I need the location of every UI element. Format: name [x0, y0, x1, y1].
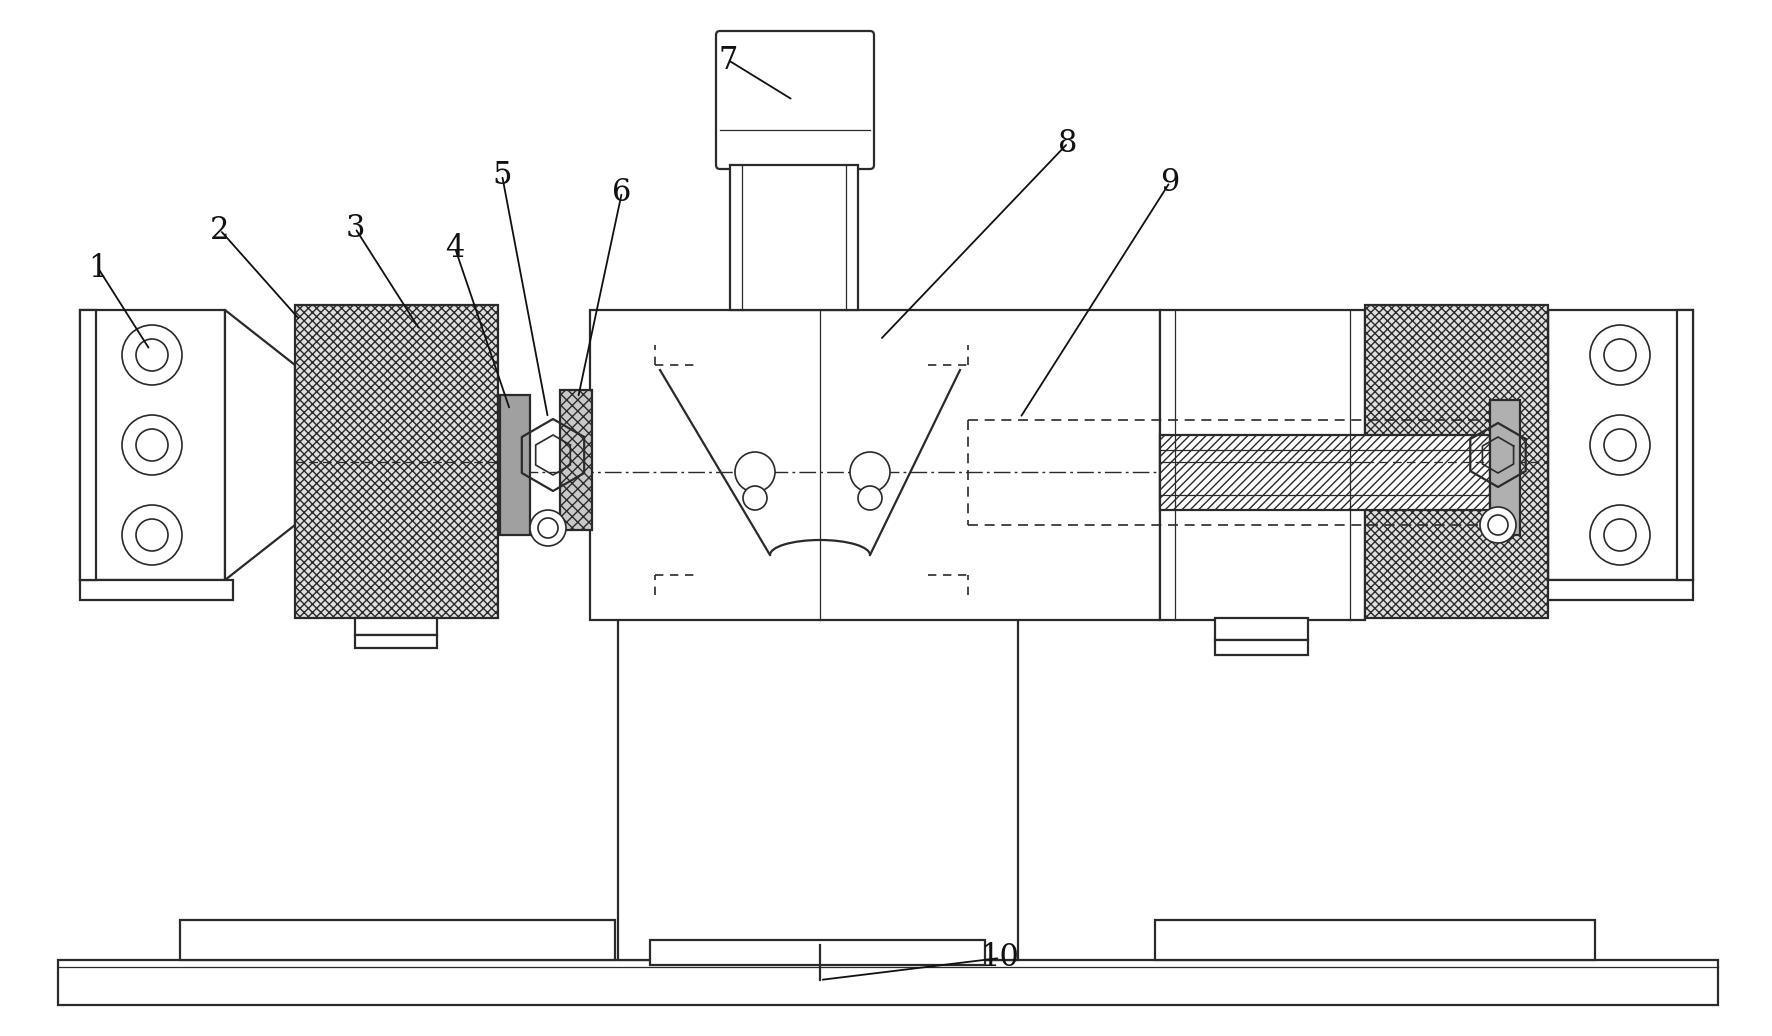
- Bar: [618, 580, 1017, 960]
- Bar: [650, 940, 985, 965]
- Text: 5: 5: [493, 160, 512, 191]
- Bar: [1161, 310, 1364, 620]
- Circle shape: [1480, 507, 1517, 543]
- Circle shape: [539, 518, 558, 538]
- Bar: [1540, 580, 1692, 600]
- Bar: [80, 580, 232, 600]
- Circle shape: [122, 415, 183, 474]
- Bar: [80, 310, 96, 580]
- Bar: [1161, 435, 1490, 510]
- Circle shape: [136, 519, 168, 551]
- Polygon shape: [225, 310, 294, 580]
- Circle shape: [136, 429, 168, 461]
- Circle shape: [530, 510, 565, 546]
- Circle shape: [1604, 519, 1636, 551]
- Text: 9: 9: [1161, 167, 1180, 198]
- Circle shape: [851, 452, 890, 492]
- Bar: [560, 390, 592, 530]
- Text: 1: 1: [89, 253, 108, 284]
- Text: 8: 8: [1058, 127, 1077, 159]
- Bar: [1216, 618, 1308, 640]
- Circle shape: [1589, 415, 1650, 474]
- Text: 6: 6: [613, 176, 631, 207]
- Bar: [590, 310, 1161, 620]
- Bar: [500, 395, 530, 535]
- Circle shape: [742, 486, 767, 510]
- FancyBboxPatch shape: [716, 31, 874, 169]
- Text: 7: 7: [718, 45, 737, 76]
- Circle shape: [1604, 339, 1636, 371]
- Circle shape: [1604, 429, 1636, 461]
- Circle shape: [1488, 515, 1508, 535]
- Circle shape: [735, 452, 774, 492]
- Bar: [354, 618, 438, 635]
- Bar: [1216, 640, 1308, 655]
- Bar: [80, 310, 225, 580]
- Bar: [1490, 400, 1520, 535]
- Bar: [1549, 310, 1692, 580]
- Bar: [1155, 920, 1595, 960]
- Text: 3: 3: [346, 212, 365, 243]
- Text: 4: 4: [445, 232, 464, 263]
- Bar: [181, 920, 615, 960]
- Bar: [58, 960, 1719, 1005]
- Bar: [354, 635, 438, 648]
- Circle shape: [136, 339, 168, 371]
- Bar: [1676, 310, 1692, 580]
- Circle shape: [122, 505, 183, 565]
- Circle shape: [1589, 505, 1650, 565]
- Circle shape: [122, 325, 183, 385]
- Bar: [730, 165, 858, 310]
- Text: 10: 10: [980, 943, 1019, 974]
- Text: 2: 2: [211, 214, 230, 246]
- Bar: [1364, 305, 1549, 618]
- Circle shape: [1589, 325, 1650, 385]
- Bar: [294, 305, 498, 618]
- Polygon shape: [1478, 310, 1549, 580]
- Circle shape: [858, 486, 882, 510]
